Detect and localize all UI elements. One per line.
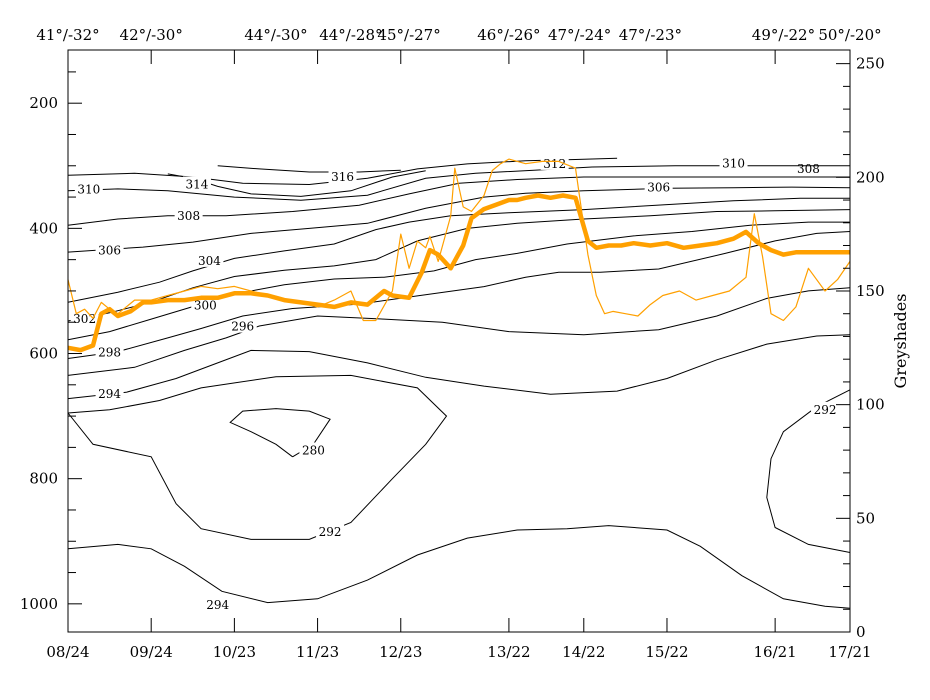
series-line-thick [67,193,850,353]
contour-label: 300 [194,298,217,312]
right-tick-label: 0 [856,623,866,641]
contour-label-bg [316,523,345,538]
plot-frame [67,49,851,633]
contour-label-bg [95,386,124,401]
right-axis-title: Greyshades [891,294,910,389]
axis-labels: 200 400 600 800 1000 0 50 100 150 200 250 Greyshade… [20,26,910,661]
right-tick-label: 200 [856,168,885,186]
contour-label-bg [794,160,823,175]
contour-line [217,165,401,173]
contour-label: 310 [722,156,745,170]
contour-label-bg [228,318,257,333]
contour-label: 304 [198,254,221,268]
contour-label-bg [540,155,569,170]
contour-label-bg [203,597,232,612]
contour-line [67,209,851,322]
x-tick-label: 10/23 [213,643,256,661]
contour-line [67,287,851,376]
contour-line [67,334,851,400]
contour-label: 294 [98,387,121,401]
contour-label: 292 [319,525,342,539]
top-position-label: 47°/-24° [548,26,611,44]
contour-label: 294 [206,598,229,612]
contour-label-bg [191,297,220,312]
top-position-label: 46°/-26° [477,26,540,44]
contour-layer: 2802922922942942962983003023043063063083… [67,155,851,612]
left-tick-label: 400 [29,219,58,237]
contour-label-bg [719,155,748,170]
contour-line [67,197,850,303]
contour-label: 298 [98,345,121,359]
x-tick-label: 08/24 [46,643,89,661]
contour-label: 316 [331,170,354,184]
series-layer [67,158,851,353]
x-tick-label: 13/22 [487,643,530,661]
x-tick-label: 17/21 [828,643,871,661]
right-tick-label: 100 [856,396,885,414]
contour-label-bg [195,252,224,267]
top-position-label: 45°/-27° [377,26,440,44]
contour-label: 306 [647,181,670,195]
top-position-label: 47°/-23° [619,26,682,44]
contour-line [67,186,851,253]
contour-label: 308 [797,162,820,176]
top-position-label: 44°/-28° [319,26,382,44]
contour-label: 296 [231,320,254,334]
top-position-label: 42°/-30° [120,26,183,44]
right-tick-label: 50 [856,509,875,527]
contour-label-bg [70,311,99,326]
contour-label: 314 [185,178,208,192]
contour-line [67,374,448,540]
contour-line [67,231,851,359]
series-line-thin [67,158,851,322]
left-tick-label: 200 [29,94,58,112]
top-position-label: 44°/-30° [244,26,307,44]
contour-line [67,525,851,609]
x-tick-label: 14/22 [562,643,605,661]
contour-label-bg [182,176,211,191]
x-tick-label: 11/23 [296,643,339,661]
plot-border [67,49,851,633]
left-tick-label: 600 [29,345,58,363]
contour-label-bg [811,401,840,416]
contour-label-bg [95,344,124,359]
contour-label-bg [174,207,203,222]
x-tick-label: 15/22 [645,643,688,661]
contour-label-bg [644,179,673,194]
right-tick-label: 250 [856,55,885,73]
contour-label: 292 [814,403,837,417]
x-tick-label: 16/21 [754,643,797,661]
contour-line [67,221,850,341]
left-tick-label: 1000 [20,595,58,613]
left-tick-label: 800 [29,470,58,488]
right-tick-label: 150 [856,282,885,300]
contour-label-bg [74,181,103,196]
x-tick-label: 09/24 [130,643,173,661]
contour-line [229,408,331,458]
contour-label: 312 [543,157,566,171]
contour-label-bg [328,169,357,184]
contour-label: 280 [302,444,325,458]
contour-label: 308 [177,209,200,223]
contour-label: 310 [77,183,100,197]
top-position-label: 49°/-22° [752,26,815,44]
top-position-label: 41°/-32° [36,26,99,44]
top-position-label: 50°/-20° [818,26,881,44]
contour-label-bg [299,442,328,457]
contour-label: 306 [98,243,121,257]
contour-label-bg [95,242,124,257]
x-tick-label: 12/23 [379,643,422,661]
